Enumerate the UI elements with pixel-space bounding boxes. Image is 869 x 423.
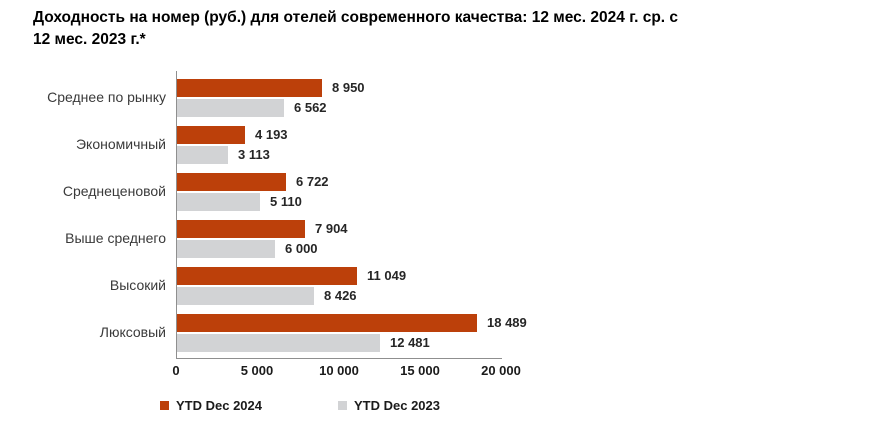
bar-ytd-dec-2024 (177, 220, 305, 238)
value-label: 5 110 (270, 194, 302, 209)
bar-ytd-dec-2024 (177, 79, 322, 97)
value-label: 7 904 (315, 221, 348, 236)
bar-ytd-dec-2023 (177, 193, 260, 211)
x-axis-tick-label: 10 000 (319, 363, 359, 378)
category-label: Среднеценовой (62, 183, 166, 199)
bar-ytd-dec-2024 (177, 126, 245, 144)
x-axis-tick-label: 0 (172, 363, 180, 378)
x-axis-line (176, 358, 502, 359)
value-label: 11 049 (367, 268, 407, 283)
chart-title: Доходность на номер (руб.) для отелей со… (33, 9, 679, 48)
bar-ytd-dec-2024 (177, 267, 357, 285)
legend-label: YTD Dec 2023 (354, 397, 440, 413)
legend-swatch-icon (338, 400, 347, 410)
value-label: 6 562 (294, 100, 327, 115)
category-label: Люксовый (99, 324, 166, 340)
legend-label: YTD Dec 2024 (176, 397, 262, 413)
x-axis-tick-label: 20 000 (481, 363, 521, 378)
y-axis-line (176, 71, 177, 359)
category-label: Экономичный (75, 136, 166, 152)
bar-ytd-dec-2024 (177, 314, 477, 332)
category-label: Высокий (109, 277, 166, 293)
bar-ytd-dec-2024 (177, 173, 286, 191)
x-axis-tick-label: 5 000 (240, 363, 274, 378)
legend-swatch-icon (160, 400, 169, 410)
category-label: Среднее по рынку (47, 89, 166, 105)
value-label: 8 950 (332, 80, 365, 95)
value-label: 4 193 (255, 127, 288, 142)
bar-ytd-dec-2023 (177, 287, 314, 305)
value-label: 12 481 (390, 335, 430, 350)
bar-ytd-dec-2023 (177, 240, 275, 258)
category-label: Выше среднего (65, 230, 166, 246)
legend-item-ytd-dec-2023: YTD Dec 2023 (338, 397, 440, 413)
value-label: 6 000 (285, 241, 318, 256)
value-label: 18 489 (487, 315, 527, 330)
bar-ytd-dec-2023 (177, 334, 380, 352)
bar-ytd-dec-2023 (177, 146, 228, 164)
value-label: 3 113 (238, 147, 270, 162)
value-label: 6 722 (296, 174, 329, 189)
x-axis-tick-label: 15 000 (400, 363, 440, 378)
value-label: 8 426 (324, 288, 357, 303)
bar-ytd-dec-2023 (177, 99, 284, 117)
legend-item-ytd-dec-2024: YTD Dec 2024 (160, 397, 262, 413)
